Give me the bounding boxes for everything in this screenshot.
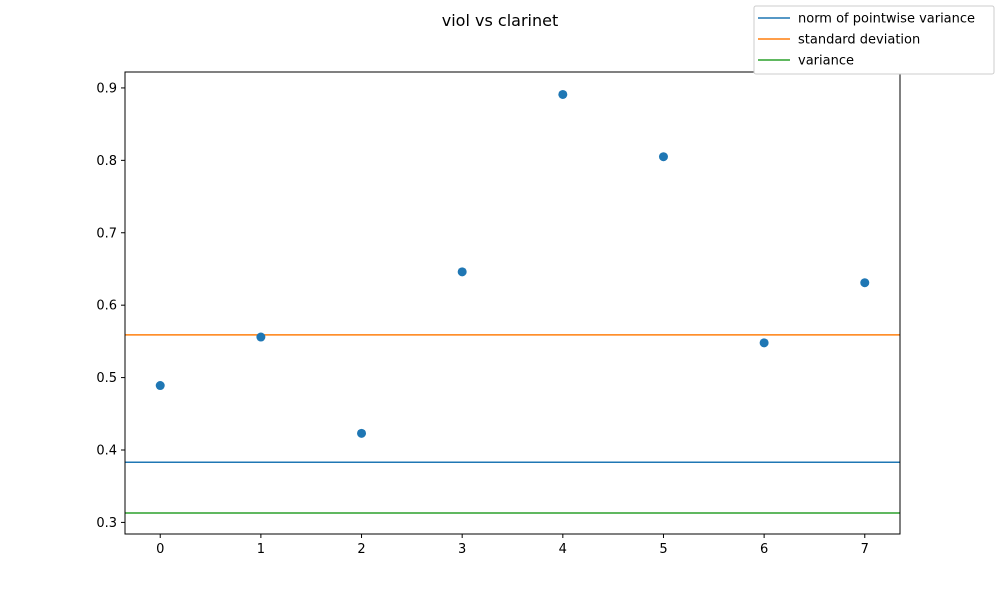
chart-title: viol vs clarinet xyxy=(442,11,558,30)
y-tick-label: 0.7 xyxy=(96,226,117,241)
legend-label: standard deviation xyxy=(798,33,920,48)
legend-box xyxy=(753,5,995,75)
y-tick-label: 0.3 xyxy=(96,516,117,531)
legend-label: variance xyxy=(798,54,854,69)
x-tick-label: 6 xyxy=(760,542,768,557)
x-tick-label: 3 xyxy=(458,542,466,557)
y-tick-label: 0.8 xyxy=(96,154,117,169)
scatter-point xyxy=(759,338,769,348)
scatter-point xyxy=(658,152,668,162)
x-tick-label: 1 xyxy=(257,542,265,557)
x-tick-label: 7 xyxy=(861,542,869,557)
y-tick-label: 0.5 xyxy=(96,371,117,386)
x-tick-label: 2 xyxy=(357,542,365,557)
y-tick-label: 0.9 xyxy=(96,81,117,96)
x-tick-label: 4 xyxy=(559,542,567,557)
scatter-point xyxy=(256,332,266,342)
x-tick-label: 5 xyxy=(659,542,667,557)
scatter-point xyxy=(357,428,367,438)
y-tick-label: 0.6 xyxy=(96,299,117,314)
axes-frame xyxy=(124,71,901,535)
scatter-point xyxy=(860,278,870,288)
legend-label: norm of pointwise variance xyxy=(798,12,975,27)
scatter-point xyxy=(558,89,568,99)
scatter-point xyxy=(457,267,467,277)
x-tick-label: 0 xyxy=(156,542,164,557)
legend: norm of pointwise variance standard devia… xyxy=(753,5,995,75)
y-tick-label: 0.4 xyxy=(96,444,117,459)
scatter-point xyxy=(155,381,165,391)
plot-area: 0 1 2 3 4 5 6 7 0.3 0.4 0.5 0.6 0.7 0.8 0.9 xyxy=(96,71,901,557)
